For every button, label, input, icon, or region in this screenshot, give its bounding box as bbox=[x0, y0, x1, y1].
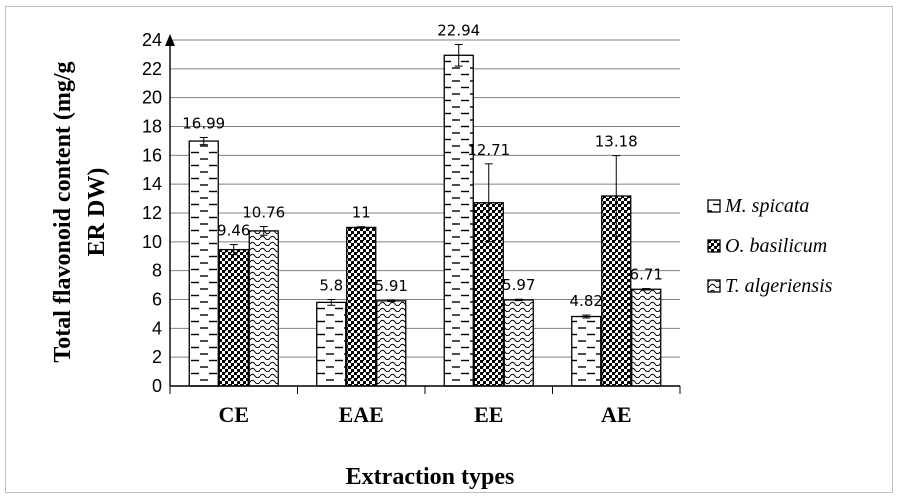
data-label: 9.46 bbox=[217, 222, 250, 240]
legend-label: O. basilicum bbox=[725, 235, 827, 257]
bar bbox=[248, 230, 279, 387]
y-tick-label: 6 bbox=[152, 290, 162, 310]
legend-label: T. algeriensis bbox=[725, 275, 833, 297]
legend: M. spicata O. basilicum T. algeriensis bbox=[707, 195, 833, 297]
y-tick-label: 8 bbox=[152, 261, 162, 281]
y-tick-label: 14 bbox=[142, 174, 162, 194]
y-tick-label: 16 bbox=[142, 145, 162, 165]
legend-swatch bbox=[707, 279, 721, 293]
data-label: 10.76 bbox=[242, 204, 285, 222]
bar bbox=[503, 299, 534, 387]
data-label: 6.71 bbox=[630, 266, 663, 284]
legend-swatch bbox=[707, 239, 721, 253]
data-label: 11 bbox=[352, 204, 371, 222]
y-tick-label: 20 bbox=[142, 88, 162, 108]
y-tick-label: 18 bbox=[142, 117, 162, 137]
data-label: 4.82 bbox=[570, 292, 603, 310]
data-label: 13.18 bbox=[595, 133, 638, 151]
y-tick-label: 22 bbox=[142, 59, 162, 79]
x-tick-label: CE bbox=[218, 402, 249, 427]
bar bbox=[218, 248, 249, 387]
x-tick-label: AE bbox=[601, 402, 632, 427]
y-axis-title-line-2: ER DW) bbox=[84, 168, 110, 257]
legend-swatch bbox=[707, 199, 721, 213]
x-axis-title: Extraction types bbox=[346, 464, 515, 490]
y-tick-label: 12 bbox=[142, 203, 162, 223]
bar bbox=[473, 202, 504, 387]
bar bbox=[316, 301, 347, 387]
data-label: 5.8 bbox=[319, 277, 343, 295]
y-axis-title: Total flavonoid content (mg/g ER DW) bbox=[50, 61, 110, 362]
data-label: 22.94 bbox=[437, 21, 480, 39]
y-tick-label: 4 bbox=[152, 318, 162, 338]
y-tick-label: 24 bbox=[142, 30, 162, 50]
data-label: 16.99 bbox=[182, 114, 225, 132]
y-tick-label: 0 bbox=[152, 376, 162, 396]
y-tick-label: 10 bbox=[142, 232, 162, 252]
data-label: 12.71 bbox=[467, 141, 510, 159]
bar bbox=[631, 288, 662, 387]
bar bbox=[571, 315, 602, 387]
data-label: 5.97 bbox=[502, 276, 535, 294]
legend-label: M. spicata bbox=[724, 195, 809, 217]
bar bbox=[188, 140, 219, 387]
y-axis-title-line-1: Total flavonoid content (mg/g bbox=[50, 61, 76, 362]
data-label: 5.91 bbox=[375, 277, 408, 295]
y-tick-label: 2 bbox=[152, 347, 162, 367]
bar bbox=[443, 54, 474, 387]
x-tick-label: EAE bbox=[339, 402, 384, 427]
bar bbox=[376, 300, 407, 387]
y-axis-arrow bbox=[165, 34, 175, 46]
bar bbox=[346, 226, 377, 387]
x-tick-label: EE bbox=[474, 402, 503, 427]
